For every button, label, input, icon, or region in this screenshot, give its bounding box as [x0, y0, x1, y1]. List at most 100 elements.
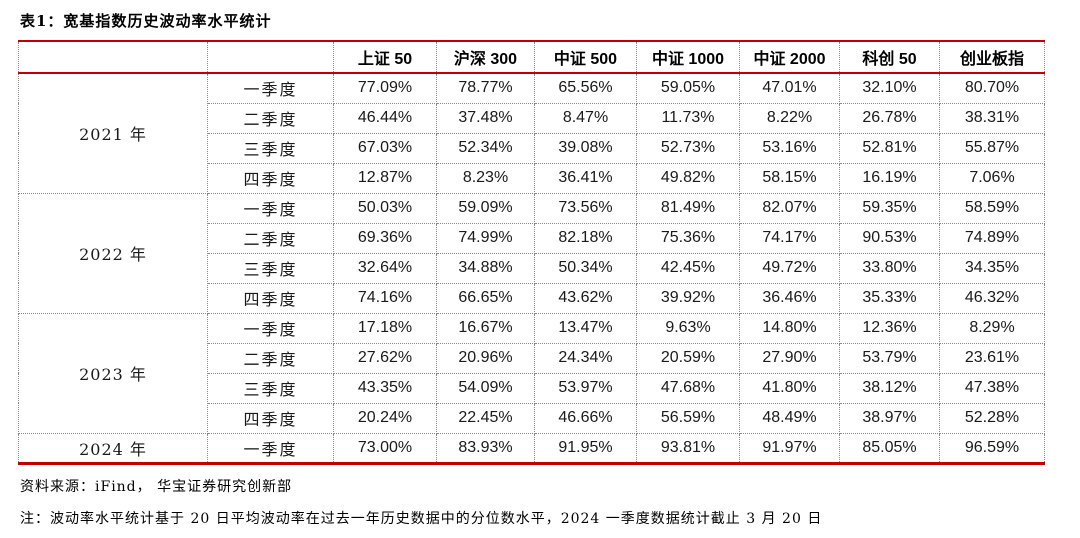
value-cell: 73.56% [534, 192, 637, 224]
value-cell: 81.49% [636, 192, 740, 224]
value-cell: 67.03% [333, 132, 437, 164]
year-cell: 2022 年 [18, 192, 208, 314]
quarter-cell: 四季度 [207, 402, 334, 434]
value-cell: 93.81% [636, 432, 740, 465]
value-cell: 38.31% [939, 102, 1045, 134]
table-row: 2021 年一季度 77.09% 78.77% 65.56% 59.05% 47.01% 3… [18, 72, 1045, 194]
value-cell: 52.81% [839, 132, 940, 164]
value-cell: 53.79% [839, 342, 940, 374]
table-row: 四季度 12.87% 8.23% 36.41% 49.82% 58.15% 16.19% 7.… [19, 162, 1045, 194]
header-year-spacer [18, 40, 208, 74]
value-cell: 91.95% [534, 432, 637, 465]
value-cell: 9.63% [636, 312, 740, 344]
value-cell: 23.61% [939, 342, 1045, 374]
value-cell: 46.44% [333, 102, 437, 134]
quarter-cell: 三季度 [207, 132, 334, 164]
value-cell: 65.56% [534, 72, 637, 104]
value-cell: 34.88% [436, 252, 535, 284]
value-cell: 78.77% [436, 72, 535, 104]
value-cell: 39.92% [636, 282, 740, 314]
table-row: 2022 年一季度 50.03% 59.09% 73.56% 81.49% 82.07% 5… [18, 192, 1045, 314]
value-cell: 36.41% [534, 162, 637, 194]
year-cell: 2024 年 [18, 432, 208, 465]
value-cell: 59.09% [436, 192, 535, 224]
value-cell: 49.82% [636, 162, 740, 194]
value-cell: 82.18% [534, 222, 637, 254]
source-note: 资料来源：iFind， 华宝证券研究创新部 [20, 478, 293, 495]
value-cell: 16.67% [436, 312, 535, 344]
value-cell: 53.16% [739, 132, 840, 164]
value-cell: 8.47% [534, 102, 637, 134]
value-cell: 74.17% [739, 222, 840, 254]
quarter-cell: 一季度 [207, 192, 334, 224]
value-cell: 73.00% [333, 432, 437, 465]
table-row: 二季度 46.44% 37.48% 8.47% 11.73% 8.22% 26.78% 38.… [19, 102, 1045, 134]
table-header: 上证 50 沪深 300 中证 500 中证 1000 中证 2000 科创 5… [18, 40, 1045, 74]
value-cell: 52.73% [636, 132, 740, 164]
quarter-cell: 一季度 [207, 72, 334, 104]
year-cell: 2023 年 [18, 312, 208, 434]
value-cell: 26.78% [839, 102, 940, 134]
value-cell: 50.03% [333, 192, 437, 224]
table-row: 四季度 20.24% 22.45% 46.66% 56.59% 48.49% 38.97% 5… [19, 402, 1045, 434]
table-row: 2024 年一季度 73.00% 83.93% 91.95% 93.81% 91.97% 8… [18, 432, 1045, 465]
value-cell: 47.68% [636, 372, 740, 404]
column-header: 中证 2000 [739, 40, 840, 74]
header-row: 上证 50 沪深 300 中证 500 中证 1000 中证 2000 科创 5… [18, 40, 1045, 74]
column-header: 中证 1000 [636, 40, 740, 74]
value-cell: 49.72% [739, 252, 840, 284]
value-cell: 20.96% [436, 342, 535, 374]
value-cell: 27.90% [739, 342, 840, 374]
value-cell: 41.80% [739, 372, 840, 404]
value-cell: 50.34% [534, 252, 637, 284]
value-cell: 75.36% [636, 222, 740, 254]
table-row: 三季度 67.03% 52.34% 39.08% 52.73% 53.16% 52.81% 5… [19, 132, 1045, 164]
value-cell: 80.70% [939, 72, 1045, 104]
value-cell: 83.93% [436, 432, 535, 465]
value-cell: 66.65% [436, 282, 535, 314]
value-cell: 74.99% [436, 222, 535, 254]
value-cell: 20.24% [333, 402, 437, 434]
quarter-cell: 二季度 [207, 342, 334, 374]
value-cell: 38.12% [839, 372, 940, 404]
value-cell: 11.73% [636, 102, 740, 134]
table-body: 2021 年一季度 77.09% 78.77% 65.56% 59.05% 47.01% 3… [18, 72, 1045, 465]
value-cell: 16.19% [839, 162, 940, 194]
column-header: 沪深 300 [436, 40, 535, 74]
value-cell: 37.48% [436, 102, 535, 134]
value-cell: 8.23% [436, 162, 535, 194]
value-cell: 22.45% [436, 402, 535, 434]
column-header: 创业板指 [939, 40, 1045, 74]
value-cell: 58.15% [739, 162, 840, 194]
value-cell: 24.34% [534, 342, 637, 374]
value-cell: 58.59% [939, 192, 1045, 224]
table-row: 四季度 74.16% 66.65% 43.62% 39.92% 36.46% 35.33% 4… [19, 282, 1045, 314]
volatility-table: 上证 50 沪深 300 中证 500 中证 1000 中证 2000 科创 5… [18, 40, 1045, 465]
quarter-cell: 一季度 [207, 432, 334, 465]
value-cell: 74.16% [333, 282, 437, 314]
value-cell: 12.87% [333, 162, 437, 194]
value-cell: 59.35% [839, 192, 940, 224]
value-cell: 54.09% [436, 372, 535, 404]
quarter-cell: 二季度 [207, 102, 334, 134]
value-cell: 43.35% [333, 372, 437, 404]
column-header: 科创 50 [839, 40, 940, 74]
year-cell: 2021 年 [18, 72, 208, 194]
value-cell: 35.33% [839, 282, 940, 314]
value-cell: 48.49% [739, 402, 840, 434]
footnotes: 资料来源：iFind， 华宝证券研究创新部 注：波动率水平统计基于 20 日平均… [20, 476, 1080, 528]
table-row: 2023 年一季度 17.18% 16.67% 13.47% 9.63% 14.80% 12… [18, 312, 1045, 434]
value-cell: 46.32% [939, 282, 1045, 314]
value-cell: 90.53% [839, 222, 940, 254]
value-cell: 7.06% [939, 162, 1045, 194]
value-cell: 34.35% [939, 252, 1045, 284]
quarter-cell: 三季度 [207, 372, 334, 404]
value-cell: 52.34% [436, 132, 535, 164]
quarter-cell: 四季度 [207, 162, 334, 194]
value-cell: 8.29% [939, 312, 1045, 344]
value-cell: 17.18% [333, 312, 437, 344]
value-cell: 82.07% [739, 192, 840, 224]
methodology-note: 注：波动率水平统计基于 20 日平均波动率在过去一年历史数据中的分位数水平，20… [20, 510, 823, 527]
value-cell: 20.59% [636, 342, 740, 374]
value-cell: 12.36% [839, 312, 940, 344]
